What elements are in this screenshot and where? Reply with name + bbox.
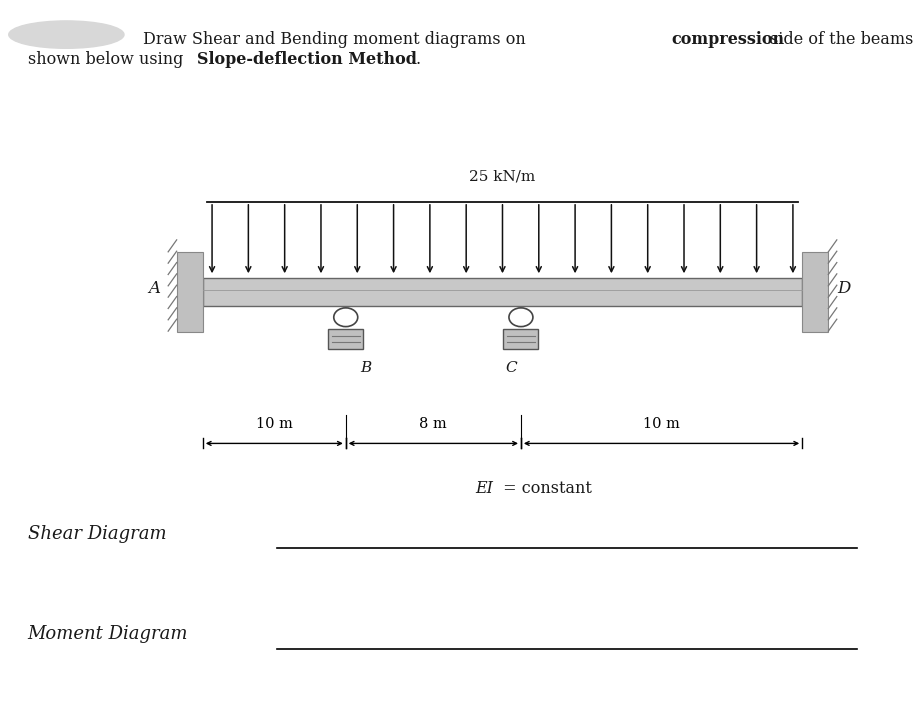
Text: Slope-deflection Method: Slope-deflection Method (197, 51, 418, 68)
Text: compression: compression (671, 31, 785, 48)
Circle shape (334, 308, 358, 327)
Text: = constant: = constant (498, 479, 592, 497)
Text: side of the beams: side of the beams (765, 31, 914, 48)
Text: .: . (416, 51, 421, 68)
Text: 10 m: 10 m (644, 417, 680, 431)
Circle shape (509, 308, 533, 327)
Text: Draw Shear and Bending moment diagrams on: Draw Shear and Bending moment diagrams o… (143, 31, 531, 48)
Text: B: B (361, 361, 372, 375)
Text: EI: EI (475, 479, 493, 497)
Text: 8 m: 8 m (420, 417, 447, 431)
Text: 10 m: 10 m (256, 417, 292, 431)
Bar (177, 252, 203, 332)
Text: Moment Diagram: Moment Diagram (28, 626, 188, 643)
Text: Shear Diagram: Shear Diagram (28, 525, 166, 542)
Bar (203, 278, 802, 306)
Text: C: C (505, 361, 517, 375)
Bar (503, 329, 538, 349)
Text: A: A (148, 280, 160, 297)
Text: shown below using: shown below using (28, 51, 188, 68)
Text: 25 kN/m: 25 kN/m (469, 170, 536, 184)
Bar (802, 252, 828, 332)
Bar (328, 329, 363, 349)
Text: D: D (837, 280, 851, 297)
Ellipse shape (8, 21, 124, 48)
